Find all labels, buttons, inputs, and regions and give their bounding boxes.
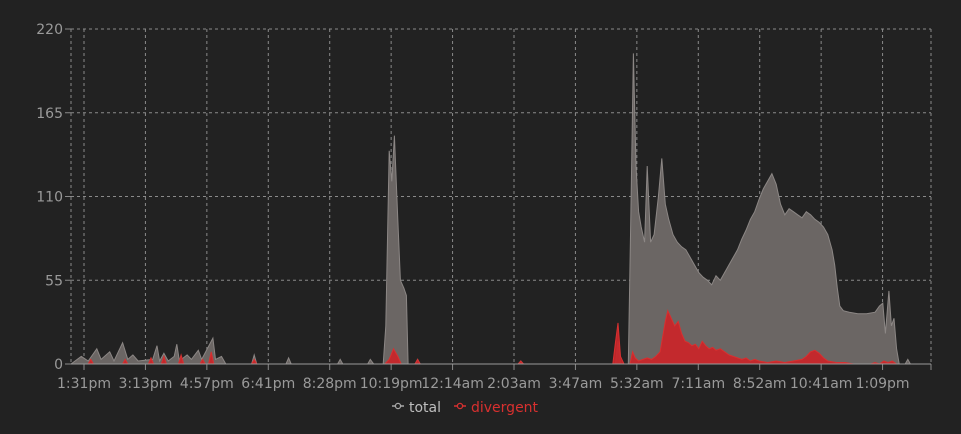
series-line-total bbox=[70, 53, 931, 365]
x-tick-label: 7:11am bbox=[671, 376, 725, 392]
x-tick-label: 5:32am bbox=[610, 376, 664, 392]
y-tick-label: 220 bbox=[36, 22, 63, 38]
x-tick-label: 10:41am bbox=[790, 376, 853, 392]
series-area-total bbox=[71, 53, 931, 365]
x-tick-label: 12:14am bbox=[421, 376, 484, 392]
legend-marker-dot bbox=[456, 402, 464, 410]
legend-marker-dot bbox=[394, 402, 402, 410]
x-tick-label: 3:13pm bbox=[118, 376, 172, 392]
legend-label: total bbox=[409, 400, 441, 416]
legend-item-total[interactable]: total bbox=[392, 400, 441, 416]
x-tick-label: 8:52am bbox=[733, 376, 787, 392]
x-tick-label: 4:57pm bbox=[180, 376, 234, 392]
x-tick-label: 8:28pm bbox=[303, 376, 357, 392]
x-tick-label: 1:09pm bbox=[856, 376, 910, 392]
x-tick-label: 10:19pm bbox=[360, 376, 423, 392]
x-tick-label: 2:03am bbox=[487, 376, 541, 392]
series-areas bbox=[70, 53, 931, 365]
y-tick-label: 55 bbox=[45, 273, 63, 289]
legend-label: divergent bbox=[471, 400, 539, 416]
series-line-divergent bbox=[71, 309, 931, 365]
x-tick-label: 3:47am bbox=[549, 376, 603, 392]
y-tick-label: 110 bbox=[36, 190, 63, 206]
axes: 0 55 110 165 220 1:31pm 3:13pm 4:57pm 6:41pm 8:28… bbox=[36, 22, 932, 392]
x-tick-label: 6:41pm bbox=[241, 376, 295, 392]
legend: total divergent bbox=[392, 400, 539, 416]
x-tick-label: 1:31pm bbox=[57, 376, 111, 392]
legend-item-divergent[interactable]: divergent bbox=[454, 400, 539, 416]
y-tick-label: 165 bbox=[36, 106, 63, 122]
y-tick-label: 0 bbox=[54, 357, 63, 373]
